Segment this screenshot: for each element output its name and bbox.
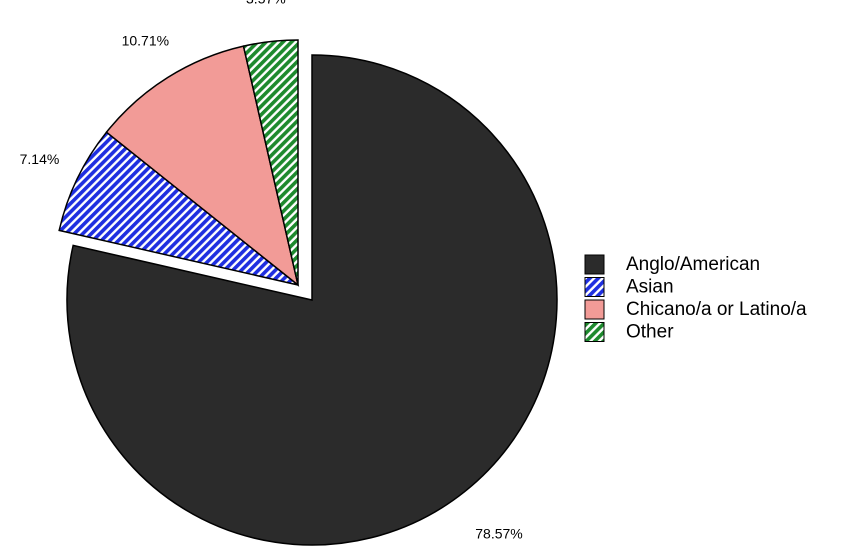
legend-swatch bbox=[584, 277, 605, 297]
legend-label: Chicano/a or Latino/a bbox=[626, 299, 807, 320]
pie-slice bbox=[242, 39, 299, 286]
legend-swatch bbox=[584, 299, 605, 320]
legend-label: Other bbox=[626, 322, 674, 343]
slice-label: 78.57% bbox=[475, 525, 522, 541]
legend-label: Anglo/American bbox=[626, 254, 760, 275]
pie-slice bbox=[58, 131, 299, 286]
pie-slice bbox=[105, 45, 300, 287]
slice-label: 10.71% bbox=[122, 33, 169, 49]
slice-label: 3.57% bbox=[246, 0, 286, 7]
legend-swatch bbox=[584, 254, 605, 275]
slice-label: 7.14% bbox=[20, 151, 60, 167]
legend-swatch bbox=[584, 322, 605, 342]
legend-label: Asian bbox=[626, 277, 674, 298]
pie-slice bbox=[66, 54, 558, 546]
